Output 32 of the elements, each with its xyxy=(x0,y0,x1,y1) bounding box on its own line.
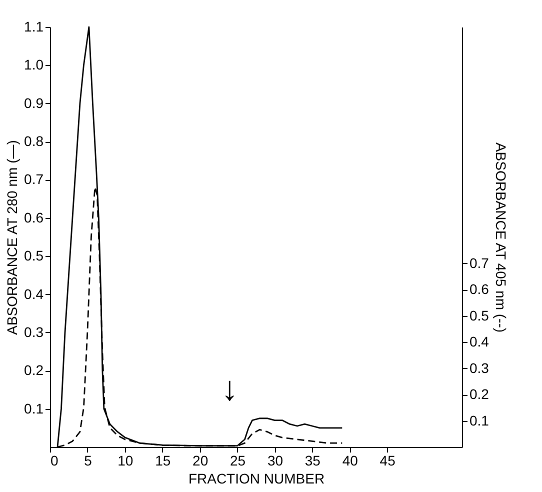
x-axis-title: FRACTION NUMBER xyxy=(188,470,325,486)
y2-tick-label: 0.5 xyxy=(470,307,490,324)
y-tick-label: 0.9 xyxy=(24,94,44,111)
y-tick-label: 1.1 xyxy=(24,18,44,34)
x-tick-label: 35 xyxy=(304,452,321,468)
y-tick-label: 0.1 xyxy=(24,400,44,416)
y-tick-label: 0.3 xyxy=(24,324,44,340)
y-axis-title: ABSORBANCE AT 280 nm (—) xyxy=(4,140,20,335)
x-tick-label: 15 xyxy=(155,452,171,468)
y2-tick-label: 0.1 xyxy=(470,412,490,428)
annotation: ↓ xyxy=(221,370,238,408)
x-tick-label: 10 xyxy=(118,452,134,468)
x-tick-label: 30 xyxy=(267,452,284,468)
x-tick-label: 0 xyxy=(50,452,58,468)
y2-tick-label: 0.6 xyxy=(470,281,490,297)
x-tick-label: 5 xyxy=(84,452,92,468)
y-tick-label: 0.7 xyxy=(24,171,44,188)
y2-tick-label: 0.7 xyxy=(470,254,490,271)
y2-tick-label: 0.4 xyxy=(470,334,490,350)
y-tick-label: 0.6 xyxy=(24,209,44,226)
y2-axis-title: ABSORBANCE AT 405 nm (--) xyxy=(492,142,509,333)
y2-tick-label: 0.3 xyxy=(470,360,490,376)
y-tick-label: 0.8 xyxy=(24,133,44,150)
x-tick-label: 45 xyxy=(380,452,396,468)
y-tick-label: 0.4 xyxy=(24,286,44,302)
y2-tick-label: 0.2 xyxy=(470,386,490,402)
x-tick-label: 20 xyxy=(192,452,208,468)
y-tick-label: 0.2 xyxy=(24,362,44,378)
y-tick-label: 0.5 xyxy=(24,248,44,264)
x-tick-label: 40 xyxy=(342,452,358,468)
y-tick-label: 1.0 xyxy=(24,56,44,73)
x-tick-label: 25 xyxy=(230,452,246,468)
